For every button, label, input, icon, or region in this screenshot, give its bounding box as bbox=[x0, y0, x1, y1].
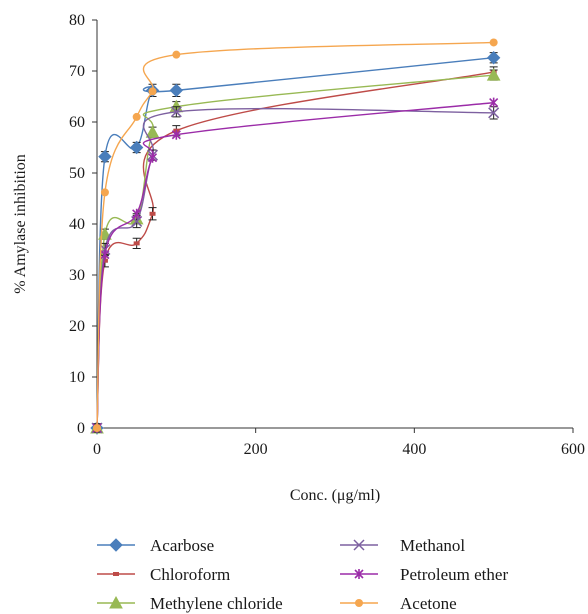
y-tick-label: 40 bbox=[69, 216, 85, 233]
data-point bbox=[489, 97, 499, 108]
legend: Acarbose Chloroform Methylene chloride Meth… bbox=[97, 536, 508, 613]
series-line bbox=[96, 41, 494, 429]
legend-label: Acetone bbox=[400, 594, 457, 613]
data-point bbox=[100, 188, 109, 197]
data-point bbox=[132, 208, 142, 219]
legend-item: Petroleum ether bbox=[340, 565, 508, 584]
legend-marker bbox=[113, 572, 119, 576]
legend-item: Chloroform bbox=[97, 565, 230, 584]
data-point bbox=[93, 424, 101, 432]
data-point bbox=[486, 68, 501, 81]
y-tick-label: 80 bbox=[69, 12, 85, 29]
legend-item: Acetone bbox=[340, 594, 457, 613]
series-methylene-chloride bbox=[90, 68, 501, 434]
data-point bbox=[149, 211, 156, 216]
y-tick-label: 50 bbox=[69, 165, 85, 182]
series-line bbox=[96, 101, 494, 429]
data-point bbox=[133, 241, 140, 246]
legend-label: Acarbose bbox=[150, 536, 214, 555]
legend-marker bbox=[109, 595, 123, 609]
series-acetone bbox=[93, 38, 498, 432]
x-tick-label: 400 bbox=[402, 441, 426, 458]
y-tick-label: 0 bbox=[77, 420, 85, 437]
y-axis-title: % Amylase inhibition bbox=[12, 154, 29, 294]
legend-item: Acarbose bbox=[97, 536, 214, 555]
series-line bbox=[96, 107, 494, 429]
data-point bbox=[98, 149, 112, 164]
legend-label: Chloroform bbox=[150, 565, 230, 584]
data-point bbox=[171, 129, 181, 140]
data-point bbox=[489, 38, 498, 47]
data-point bbox=[488, 107, 500, 119]
series-petroleum-ether bbox=[92, 97, 499, 433]
x-tick-label: 0 bbox=[93, 441, 101, 458]
data-point bbox=[147, 152, 158, 163]
series-layer bbox=[90, 38, 501, 435]
axes: 0 10 20 30 40 50 60 70 80 0 200 400 600 bbox=[69, 12, 585, 458]
series-line bbox=[96, 57, 494, 429]
data-point bbox=[100, 249, 110, 260]
x-tick-label: 200 bbox=[244, 441, 268, 458]
y-tick-label: 10 bbox=[69, 369, 85, 386]
data-point bbox=[129, 140, 144, 155]
legend-label: Methylene chloride bbox=[150, 594, 283, 613]
data-point bbox=[148, 87, 157, 96]
data-point bbox=[486, 51, 501, 65]
data-point bbox=[172, 50, 181, 59]
y-tick-label: 30 bbox=[69, 267, 85, 284]
data-point bbox=[169, 83, 184, 98]
legend-marker bbox=[355, 599, 363, 607]
series-line bbox=[96, 71, 494, 429]
legend-marker bbox=[109, 538, 123, 552]
data-point bbox=[145, 125, 160, 138]
y-tick-label: 20 bbox=[69, 318, 85, 335]
legend-marker bbox=[354, 569, 364, 579]
y-tick-label: 60 bbox=[69, 114, 85, 131]
legend-label: Petroleum ether bbox=[400, 565, 508, 584]
data-point bbox=[132, 112, 141, 121]
data-point bbox=[170, 106, 182, 118]
legend-label: Methanol bbox=[400, 536, 465, 555]
legend-item: Methylene chloride bbox=[97, 594, 283, 613]
legend-item: Methanol bbox=[340, 536, 465, 555]
x-axis-title: Conc. (μg/ml) bbox=[290, 487, 380, 504]
x-tick-label: 600 bbox=[561, 441, 585, 458]
series-line bbox=[96, 74, 494, 429]
series-acarbose bbox=[90, 51, 501, 435]
data-point bbox=[101, 258, 108, 263]
legend-marker bbox=[353, 539, 365, 551]
y-tick-label: 70 bbox=[69, 63, 85, 80]
